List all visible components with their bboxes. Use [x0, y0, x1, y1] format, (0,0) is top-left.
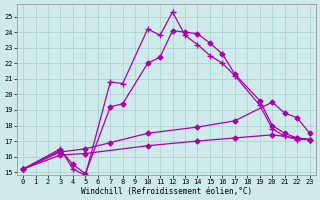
X-axis label: Windchill (Refroidissement éolien,°C): Windchill (Refroidissement éolien,°C)	[81, 187, 252, 196]
